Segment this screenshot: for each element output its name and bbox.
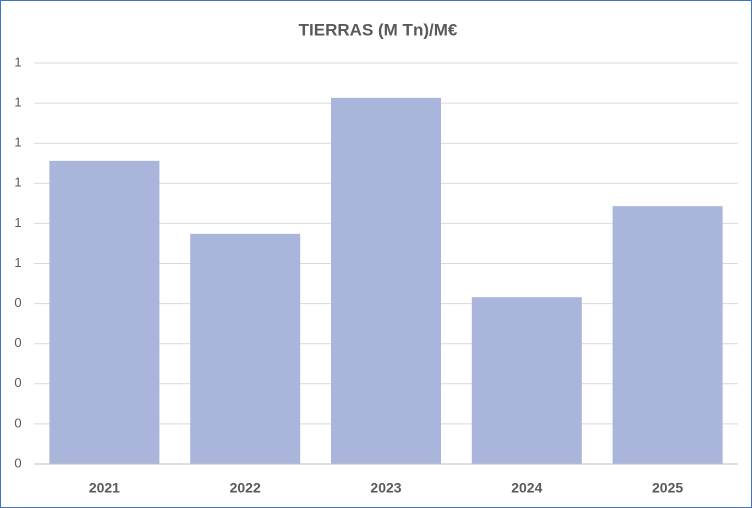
bar (49, 160, 160, 464)
chart-title: TIERRAS (M Tn)/M€ (299, 20, 458, 39)
y-tick-label: 0 (14, 455, 21, 470)
y-tick-label: 1 (14, 175, 21, 190)
y-tick-label: 1 (14, 255, 21, 270)
bar (471, 297, 582, 464)
bar (190, 233, 301, 464)
x-tick-label: 2024 (511, 480, 542, 496)
y-tick-label: 1 (14, 54, 21, 69)
y-tick-label: 1 (14, 215, 21, 230)
y-tick-label: 0 (14, 375, 21, 390)
bar (331, 97, 441, 465)
y-tick-label: 0 (14, 335, 21, 350)
x-tick-label: 2022 (230, 480, 261, 496)
y-tick-label: 1 (14, 135, 21, 150)
y-tick-label: 0 (14, 295, 21, 310)
x-tick-label: 2025 (652, 480, 683, 496)
y-tick-label: 1 (14, 95, 21, 110)
bar (612, 206, 723, 465)
x-tick-label: 2023 (370, 480, 401, 496)
y-tick-label: 0 (14, 415, 21, 430)
x-tick-label: 2021 (89, 480, 120, 496)
